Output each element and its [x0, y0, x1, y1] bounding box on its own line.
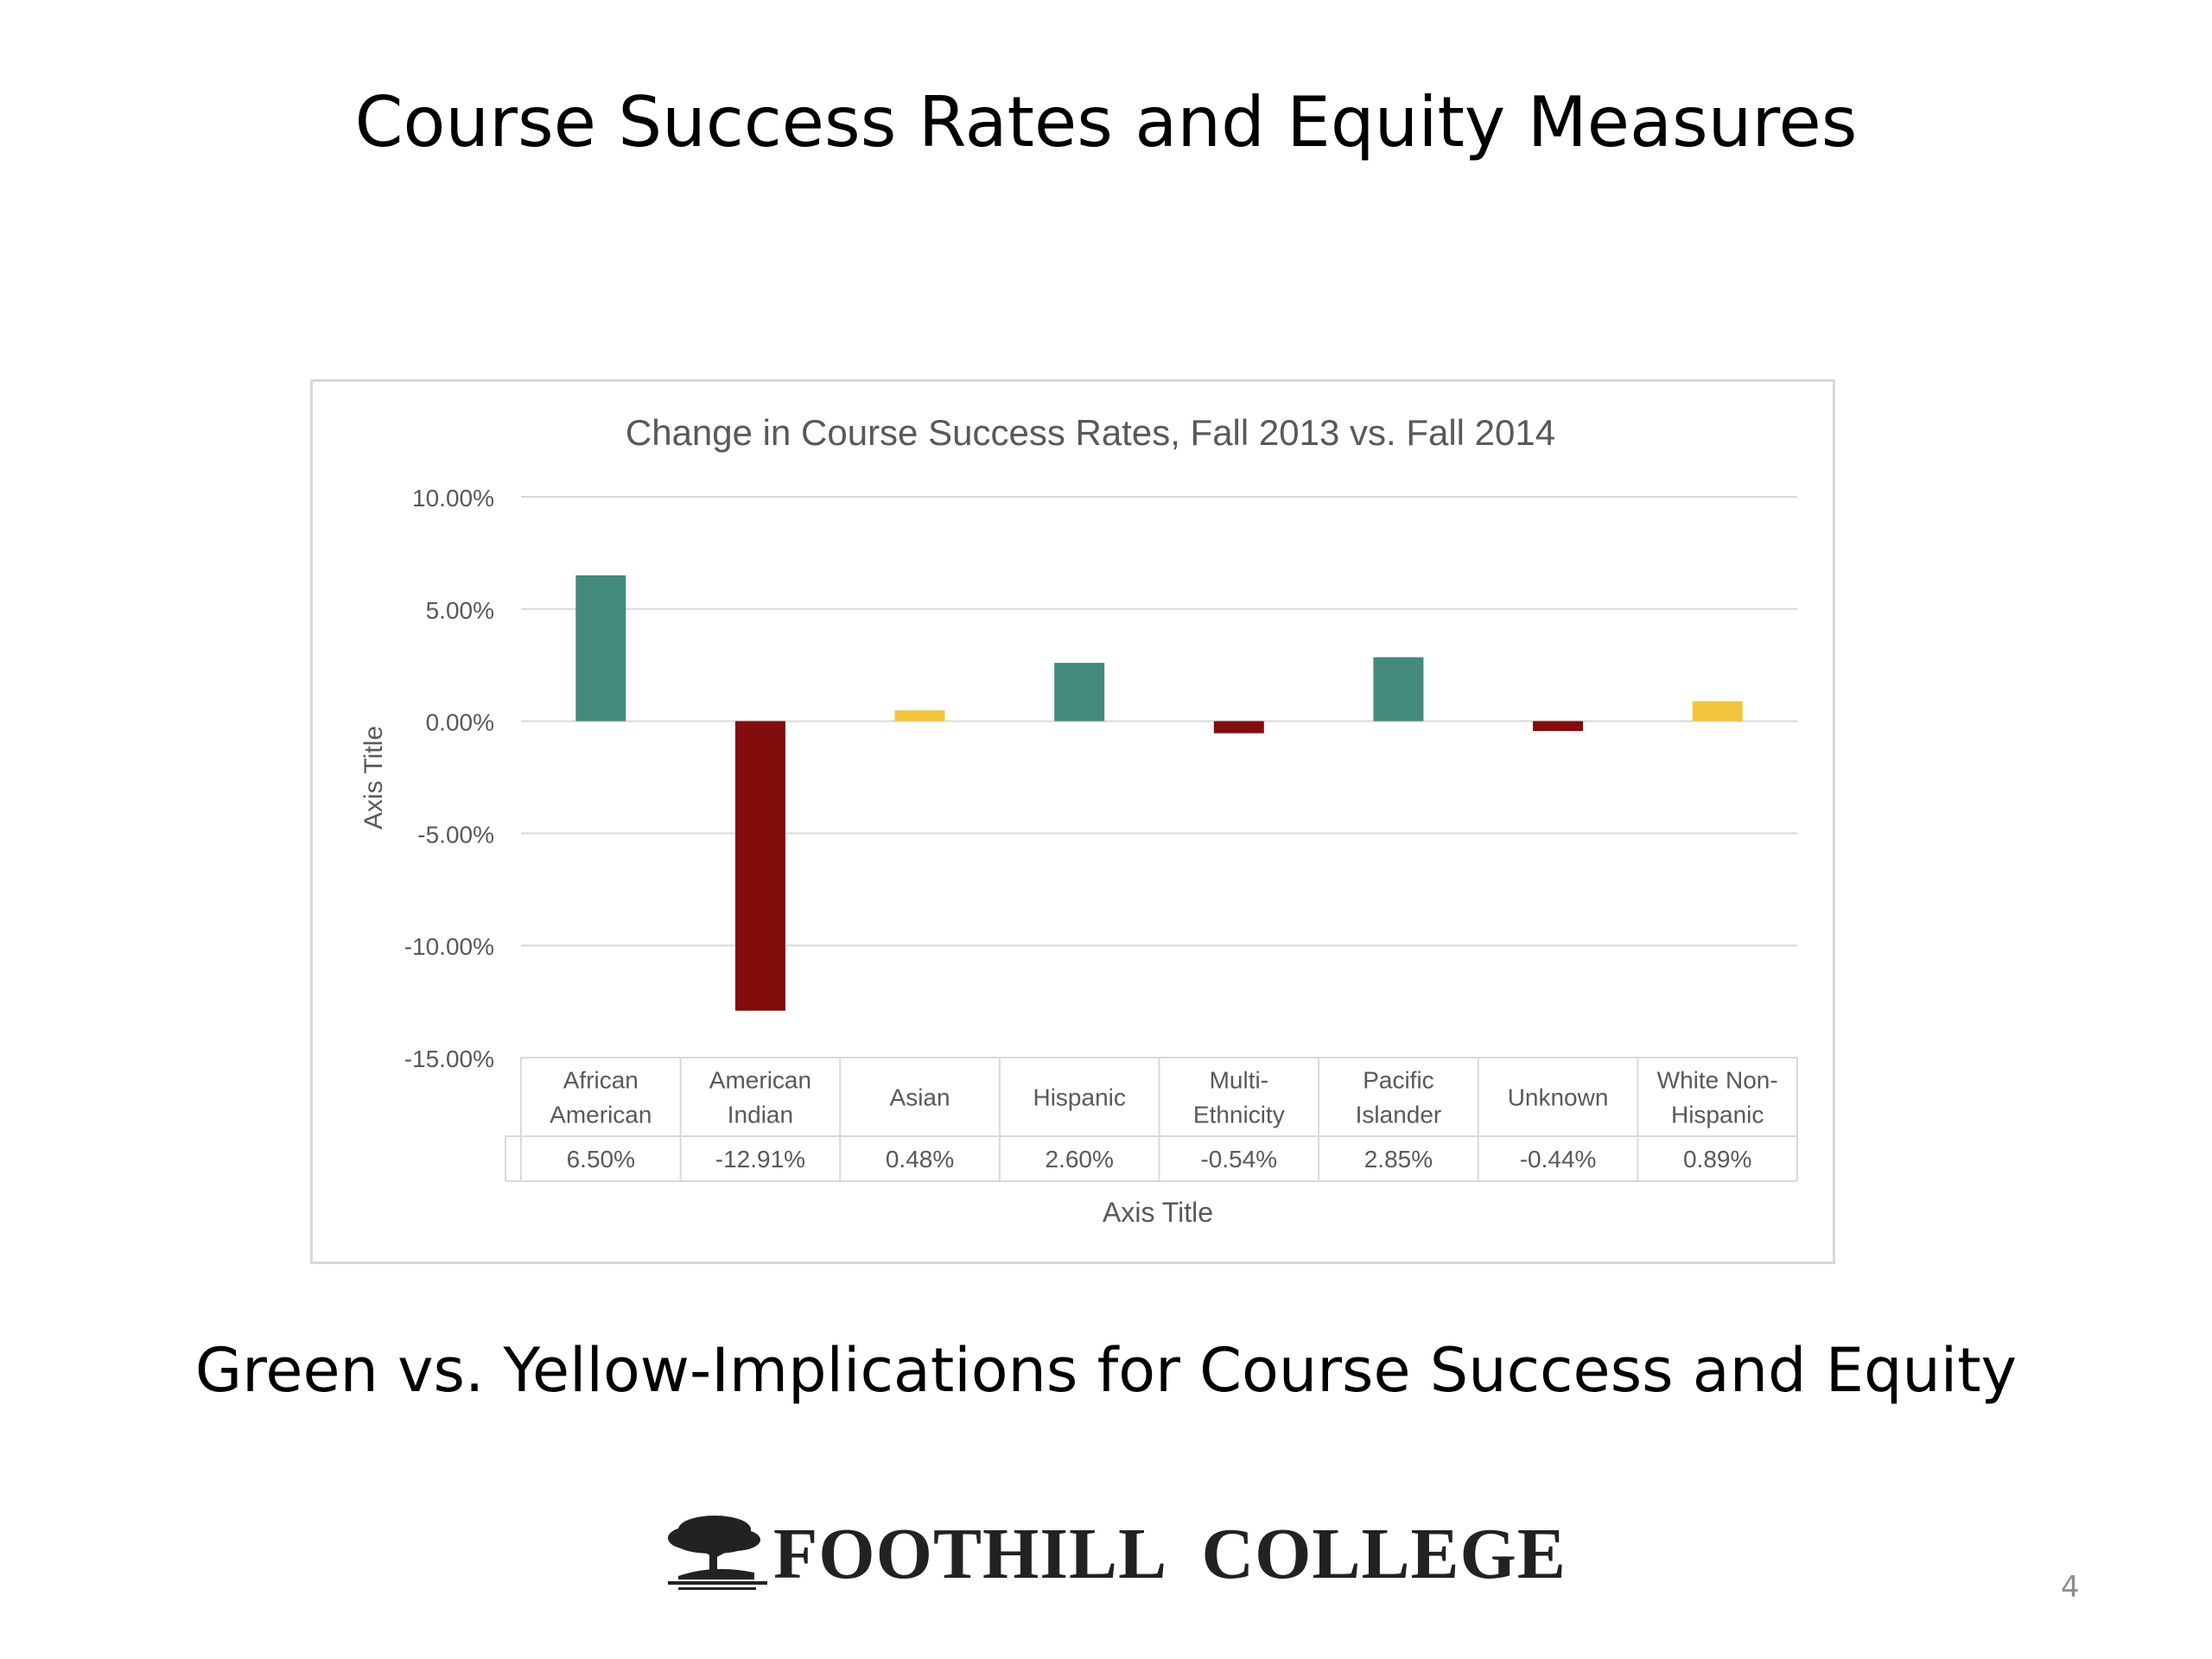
data-table-value: 2.60%	[1045, 1146, 1113, 1173]
slide-title: Course Success Rates and Equity Measures	[354, 82, 1858, 162]
slide-subtitle: Green vs. Yellow-Implications for Course…	[194, 1335, 2018, 1406]
x-category-label: Multi-	[1210, 1067, 1268, 1094]
x-category-label: Unknown	[1508, 1084, 1609, 1111]
y-tick-label: 5.00%	[426, 597, 494, 624]
bar	[1692, 701, 1743, 721]
bars	[575, 575, 1743, 1011]
y-tick-label: 0.00%	[426, 709, 494, 736]
data-table-value: -0.44%	[1520, 1146, 1597, 1173]
x-category-label: American	[709, 1067, 811, 1094]
chart-frame: Change in Course Success Rates, Fall 201…	[310, 379, 1835, 1264]
bar	[575, 575, 626, 721]
data-table-value: 6.50%	[567, 1146, 635, 1173]
bar	[894, 710, 945, 721]
data-table-value: 0.48%	[886, 1146, 954, 1173]
data-table-value: 2.85%	[1364, 1146, 1433, 1173]
chart-title: Change in Course Success Rates, Fall 201…	[626, 412, 1555, 453]
bar	[1373, 657, 1424, 721]
page-number: 4	[2061, 1570, 2080, 1605]
x-category-label: Hispanic	[1671, 1102, 1764, 1128]
x-category-label: American	[550, 1102, 652, 1128]
bar	[1213, 721, 1264, 734]
foothill-tree-logo	[668, 1516, 767, 1590]
college-name: FOOTHILL COLLEGE	[773, 1514, 1567, 1594]
x-category-label: Indian	[728, 1102, 793, 1128]
data-table-value: -0.54%	[1200, 1146, 1277, 1173]
x-axis-title: Axis Title	[1103, 1197, 1213, 1228]
bar	[734, 721, 785, 1011]
y-tick-label: 10.00%	[412, 485, 494, 512]
data-table-value: 0.89%	[1683, 1146, 1751, 1173]
x-category-label: Asian	[890, 1084, 950, 1111]
y-axis-title: Axis Title	[359, 726, 388, 830]
x-category-label: African	[563, 1067, 639, 1094]
data-table-value: -12.91%	[715, 1146, 805, 1173]
data-table: African American 6.50% American Indian -12.91…	[505, 1057, 1798, 1182]
x-category-label: Ethnicity	[1193, 1102, 1285, 1128]
x-category-label: White Non-	[1657, 1067, 1778, 1094]
x-category-label: Pacific	[1363, 1067, 1433, 1094]
y-tick-label: -15.00%	[404, 1046, 494, 1072]
bar-chart: Change in Course Success Rates, Fall 201…	[359, 412, 1798, 1228]
bar	[1054, 663, 1105, 721]
bar	[1533, 721, 1584, 732]
x-category-label: Islander	[1356, 1102, 1442, 1128]
gridlines	[521, 496, 1797, 1058]
x-category-label: Hispanic	[1033, 1084, 1125, 1111]
y-axis-ticks: 10.00% 5.00% 0.00% -5.00% -10.00% -15.00%	[404, 485, 494, 1072]
y-tick-label: -5.00%	[417, 821, 494, 848]
y-tick-label: -10.00%	[404, 933, 494, 960]
